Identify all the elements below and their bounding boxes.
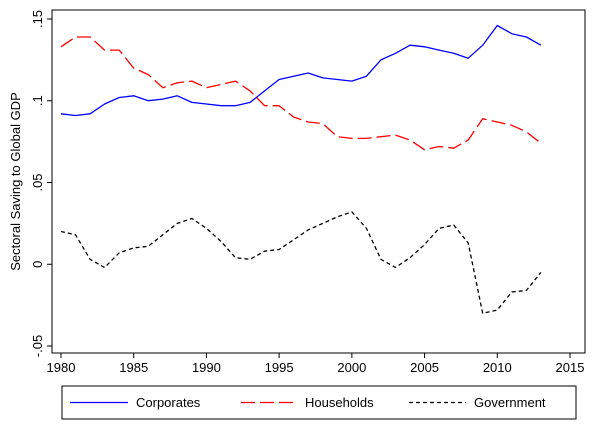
x-tick-label: 2000 [337,360,366,375]
legend-label-government: Government [474,395,546,410]
x-tick-label: 1980 [47,360,76,375]
legend: Corporates Households Government [61,385,577,420]
y-axis-title: Sectoral Saving to Global GDP [8,92,23,270]
x-tick-label: 2015 [556,360,585,375]
y-tick-label: 0 [30,261,45,268]
plot-area: -.05 0 .05 .1 .15 1980 1985 1990 1995 2000 2005 201… [30,9,586,375]
plot-frame [51,9,586,354]
x-tick-label: 1985 [119,360,148,375]
legend-label-corporates: Corporates [136,395,201,410]
series-line-government [60,211,542,314]
y-tick-label: .05 [30,173,45,191]
series-line-corporates [60,24,542,117]
y-tick-label: .1 [30,95,45,106]
legend-label-households: Households [305,395,374,410]
y-tick-label: -.05 [30,335,45,357]
series-line-households [60,36,542,151]
y-tick-label: .15 [30,10,45,28]
x-tick-label: 1990 [192,360,221,375]
x-tick-label: 2010 [483,360,512,375]
legend-box [61,385,577,420]
x-tick-label: 1995 [265,360,294,375]
x-tick-label: 2005 [410,360,439,375]
